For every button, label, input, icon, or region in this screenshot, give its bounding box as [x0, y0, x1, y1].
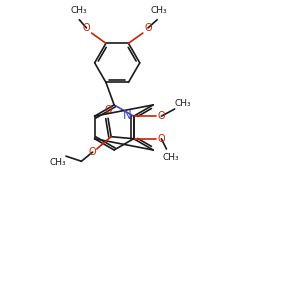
Text: O: O — [158, 111, 165, 121]
Text: CH₃: CH₃ — [175, 99, 191, 108]
Text: O: O — [104, 105, 112, 115]
Text: CH₃: CH₃ — [162, 153, 179, 162]
Text: CH₃: CH₃ — [151, 6, 167, 15]
Text: O: O — [82, 23, 90, 33]
Text: O: O — [158, 134, 165, 144]
Text: O: O — [89, 147, 97, 157]
Text: O: O — [144, 23, 152, 33]
Text: N: N — [123, 109, 132, 122]
Text: CH₃: CH₃ — [50, 158, 66, 167]
Text: CH₃: CH₃ — [71, 6, 88, 15]
